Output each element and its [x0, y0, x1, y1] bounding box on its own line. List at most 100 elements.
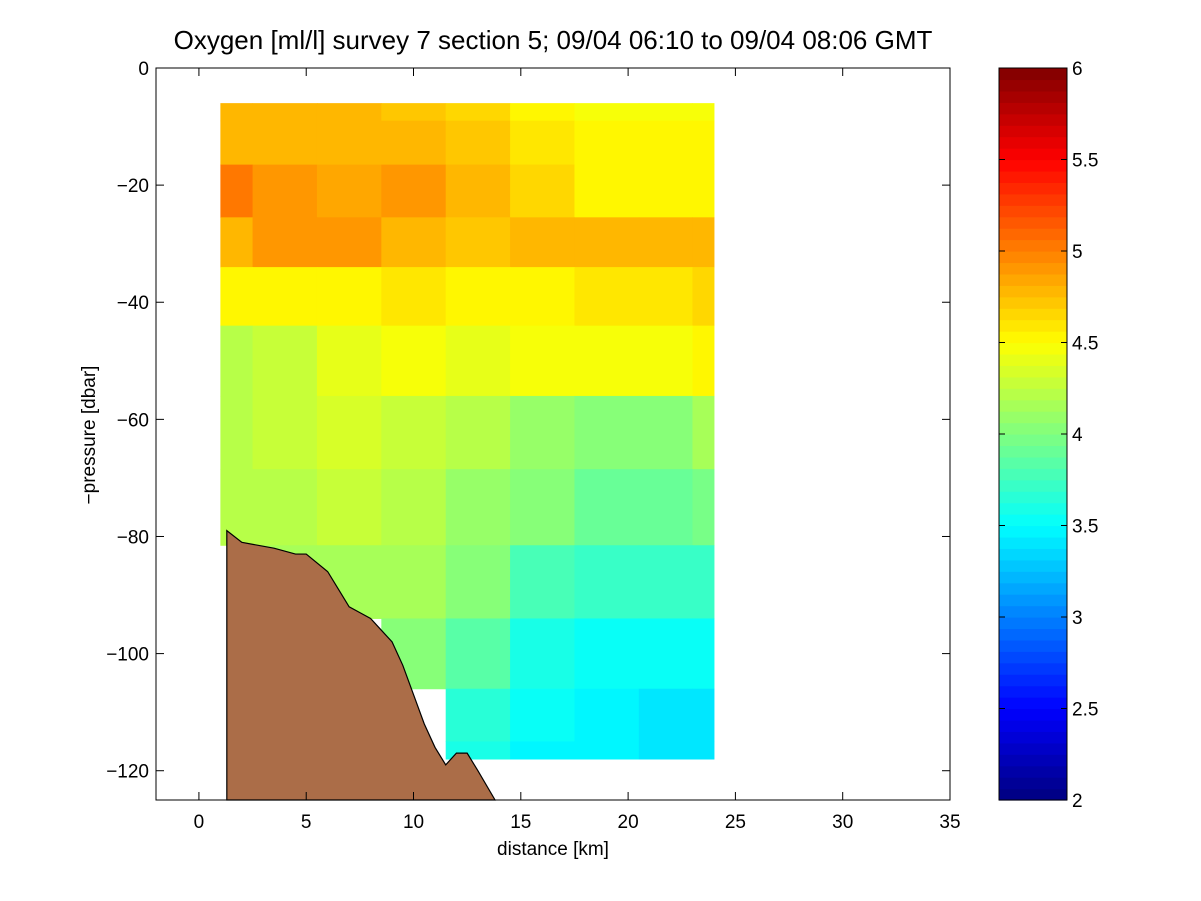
heatmap-cell — [574, 120, 640, 166]
colorbar-segment — [999, 559, 1067, 572]
colorbar-segment — [999, 422, 1067, 435]
colorbar-segment — [999, 319, 1067, 332]
heatmap-cell — [510, 688, 575, 742]
heatmap-cell — [510, 325, 575, 397]
axes: 0 5 10 15 20 25 30 35 0 −20 −40 −60 −80 −100 −120 — [106, 59, 960, 833]
heatmap-cell — [445, 103, 511, 122]
colorbar-tick-label: 4 — [1072, 425, 1083, 446]
heatmap-cell — [252, 267, 318, 327]
colorbar-segment — [999, 536, 1067, 549]
colorbar-segment — [999, 674, 1067, 687]
heatmap-cell — [381, 395, 447, 470]
colorbar-segment — [999, 639, 1067, 652]
colorbar-segment — [999, 765, 1067, 778]
heatmap-cell — [692, 741, 715, 760]
heatmap-cell — [638, 164, 693, 218]
colorbar-tick-label: 3 — [1072, 608, 1083, 629]
heatmap-cell — [692, 267, 715, 327]
heatmap-cell — [692, 164, 715, 218]
heatmap-cell — [381, 120, 447, 166]
heatmap-cell — [510, 395, 575, 470]
heatmap-cell — [638, 395, 693, 470]
colorbar-segment — [999, 148, 1067, 161]
heatmap-cell — [445, 217, 511, 268]
colorbar-tick-label: 5.5 — [1072, 151, 1098, 172]
heatmap-cell — [574, 545, 640, 619]
heatmap-cell — [692, 325, 715, 397]
colorbar-segment — [999, 479, 1067, 492]
heatmap-cell — [692, 217, 715, 268]
heatmap-cell — [252, 164, 318, 218]
plot-area — [220, 103, 715, 801]
heatmap-cell — [574, 395, 640, 470]
colorbar-segment — [999, 468, 1067, 481]
colorbar-segment — [999, 388, 1067, 401]
heatmap-cell — [445, 395, 511, 470]
colorbar-segment — [999, 491, 1067, 504]
heatmap-cell — [381, 469, 447, 546]
y-tick-label: −40 — [117, 293, 149, 314]
heatmap-cell — [692, 120, 715, 166]
heatmap-cell — [638, 103, 693, 122]
colorbar-segment — [999, 228, 1067, 241]
colorbar-segment — [999, 216, 1067, 229]
heatmap-cell — [574, 618, 640, 690]
colorbar-segment — [999, 170, 1067, 183]
heatmap-cell — [220, 325, 254, 397]
colorbar-segment — [999, 434, 1067, 447]
colorbar-segment — [999, 594, 1067, 607]
colorbar-segment — [999, 353, 1067, 366]
heatmap-cell — [445, 120, 511, 166]
heatmap-cell — [510, 469, 575, 546]
heatmap-cell — [220, 217, 254, 268]
heatmap-cell — [638, 120, 693, 166]
colorbar-segment — [999, 514, 1067, 527]
heatmap-cell — [510, 618, 575, 690]
colorbar-segment — [999, 79, 1067, 92]
colorbar-segment — [999, 697, 1067, 710]
heatmap-cell — [316, 395, 382, 470]
colorbar-tick-label: 6 — [1072, 59, 1083, 80]
heatmap-cell — [220, 120, 254, 166]
y-tick-label: −100 — [106, 645, 149, 666]
x-tick-label: 0 — [194, 812, 205, 833]
heatmap-cell — [510, 217, 575, 268]
heatmap-cell — [252, 103, 318, 122]
heatmap-cell — [445, 469, 511, 546]
heatmap-cell — [252, 469, 318, 546]
axes-box — [155, 67, 951, 801]
x-tick-label: 10 — [403, 812, 424, 833]
heatmap-cell — [316, 325, 382, 397]
y-tick-label: −20 — [117, 176, 149, 197]
colorbar-segment — [999, 445, 1067, 458]
heatmap-cell — [220, 103, 254, 122]
colorbar: 2 2.5 3 3.5 4 4.5 5 5.5 6 — [998, 59, 1098, 812]
heatmap-cell — [638, 688, 693, 742]
chart-title: Oxygen [ml/l] survey 7 section 5; 09/04 … — [174, 25, 933, 55]
colorbar-segment — [999, 68, 1067, 81]
colorbar-segment — [999, 376, 1067, 389]
heatmap-cell — [252, 325, 318, 397]
colorbar-segment — [999, 136, 1067, 149]
heatmap-cell — [316, 469, 382, 546]
y-tick-label: −60 — [117, 410, 149, 431]
y-tick-label: 0 — [138, 59, 149, 80]
heatmap-cell — [252, 217, 318, 268]
heatmap-cell — [445, 688, 511, 742]
y-axis-label: −pressure [dbar] — [79, 366, 100, 505]
colorbar-segment — [999, 399, 1067, 412]
colorbar-segment — [999, 754, 1067, 767]
colorbar-segment — [999, 159, 1067, 172]
heatmap-cell — [316, 217, 382, 268]
x-tick-label: 30 — [832, 812, 853, 833]
heatmap-cell — [574, 741, 640, 760]
heatmap-cell — [252, 120, 318, 166]
colorbar-segment — [999, 205, 1067, 218]
colorbar-segment — [999, 193, 1067, 206]
heatmap-cell — [692, 545, 715, 619]
heatmap-cell — [316, 164, 382, 218]
colorbar-segment — [999, 742, 1067, 755]
colorbar-segment — [999, 525, 1067, 538]
heatmap-cell — [510, 164, 575, 218]
colorbar-segment — [999, 605, 1067, 618]
